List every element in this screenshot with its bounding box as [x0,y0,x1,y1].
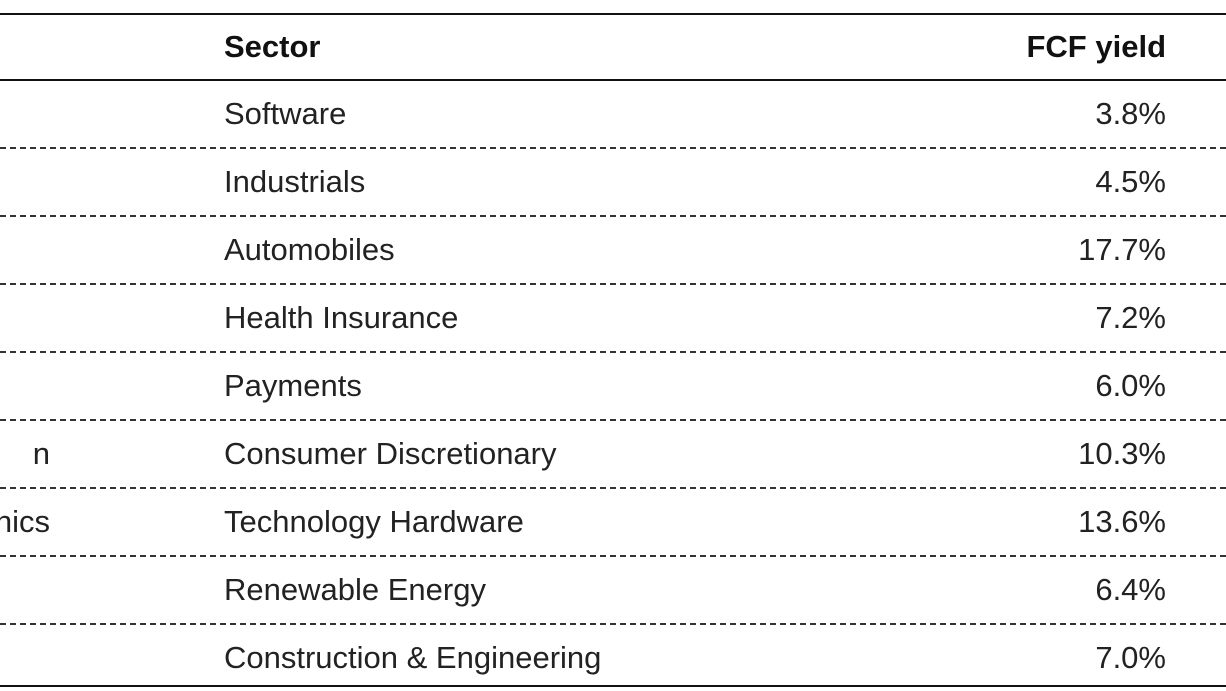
table-row: Health Insurance 7.2% [0,285,1226,353]
sector-cell: Technology Hardware [224,504,524,539]
table-bottom-rule [0,685,1226,687]
table-body: Software 3.8% Industrials 4.5% Automobil… [0,81,1226,691]
table-row: Payments 6.0% [0,353,1226,421]
sector-cell: Industrials [224,164,366,199]
company-cell [0,557,50,623]
sector-cell: Construction & Engineering [224,640,602,675]
table-row: Renewable Energy 6.4% [0,557,1226,625]
fcf-yield-cell: 6.4% [1095,572,1166,607]
sector-cell: Renewable Energy [224,572,486,607]
company-cell: n [32,436,50,471]
fcf-yield-cell: 4.5% [1095,164,1166,199]
table-row: nics Technology Hardware 13.6% [0,489,1226,557]
sector-cell: Software [224,96,347,131]
table-row: Industrials 4.5% [0,149,1226,217]
company-cell [0,81,50,147]
table-row: Software 3.8% [0,81,1226,149]
table-top-rule [0,13,1226,15]
company-cell [0,149,50,215]
fcf-yield-cell: 6.0% [1095,368,1166,403]
table-header-row: Sector FCF yield [0,15,1226,79]
company-cell: nics [0,504,50,539]
fcf-yield-cell: 13.6% [1078,504,1166,539]
table-row: Automobiles 17.7% [0,217,1226,285]
company-cell [0,353,50,419]
header-sector: Sector [224,29,321,64]
sector-cell: Health Insurance [224,300,459,335]
sector-cell: Automobiles [224,232,395,267]
fcf-yield-cell: 3.8% [1095,96,1166,131]
header-fcf-yield: FCF yield [1026,29,1166,64]
fcf-yield-cell: 7.2% [1095,300,1166,335]
company-cell [0,217,50,283]
table-row: Construction & Engineering 7.0% [0,625,1226,691]
company-cell [0,285,50,351]
header-rule [0,79,1226,81]
fcf-yield-cell: 10.3% [1078,436,1166,471]
table-row: n Consumer Discretionary 10.3% [0,421,1226,489]
sector-cell: Payments [224,368,362,403]
sector-cell: Consumer Discretionary [224,436,557,471]
company-cell [0,625,50,691]
fcf-yield-cell: 7.0% [1095,640,1166,675]
fcf-yield-cell: 17.7% [1078,232,1166,267]
